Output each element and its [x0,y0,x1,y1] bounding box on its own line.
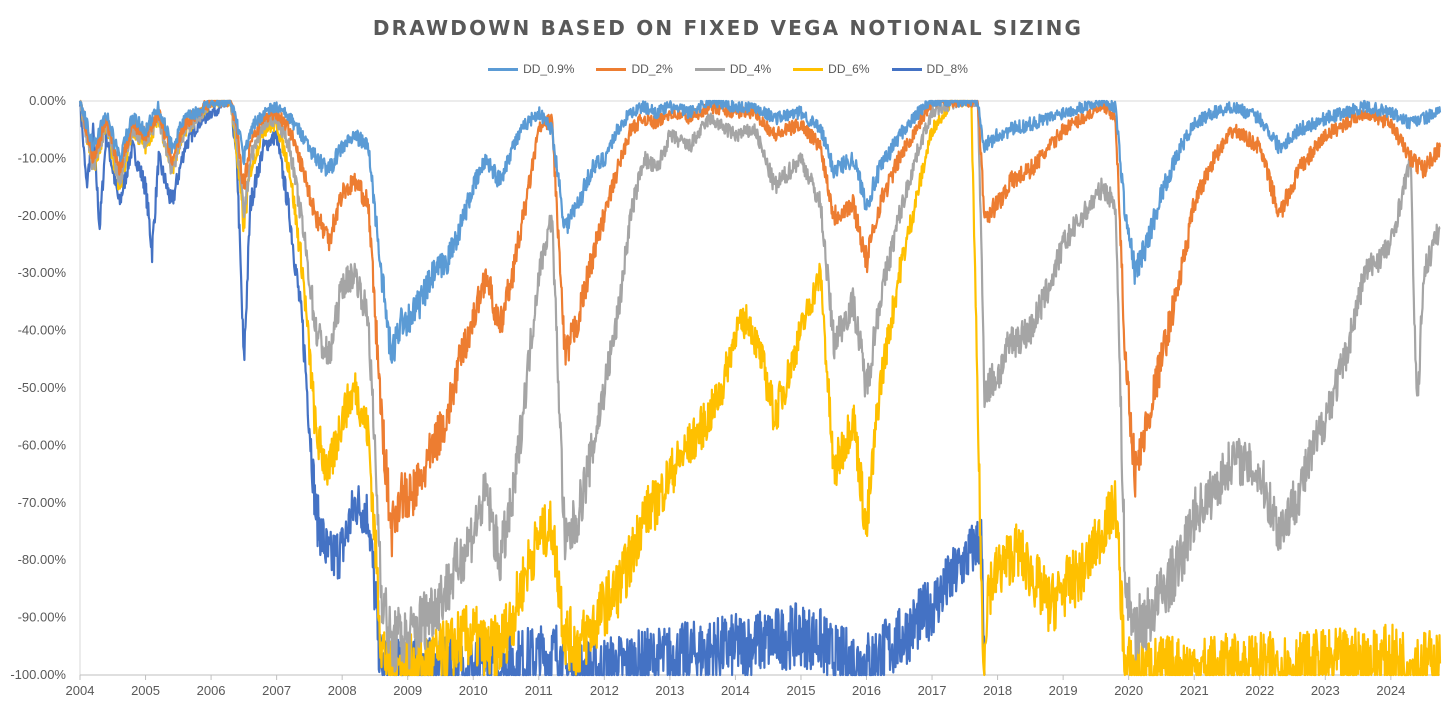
legend-swatch [891,67,922,71]
x-tick-label: 2015 [787,683,816,698]
y-tick-label: -30.00% [18,265,67,280]
x-tick-label: 2018 [983,683,1012,698]
series-line-DD_4% [78,99,1441,673]
legend: DD_0.9% DD_2% DD_4% DD_6% DD_8% [0,62,1456,76]
series-line-DD_8% [78,99,986,677]
x-tick-label: 2022 [1245,683,1274,698]
legend-label: DD_4% [729,62,772,76]
y-tick-label: -80.00% [18,552,67,567]
x-tick-label: 2023 [1311,683,1340,698]
x-tick-label: 2011 [525,683,553,698]
x-tick-label: 2024 [1376,683,1405,698]
y-tick-label: -50.00% [18,380,67,395]
x-tick-label: 2007 [262,683,291,698]
axes: 0.00% -10.00% -20.00% -30.00% -40.00% -50.00%… [10,93,1440,698]
y-tick-label: -70.00% [18,495,67,510]
y-tick-label: -40.00% [18,323,67,338]
x-tick-label: 2009 [393,683,422,698]
x-tick-label: 2006 [197,683,226,698]
legend-label: DD_2% [631,62,673,76]
y-tick-label: -100.00% [10,667,66,682]
x-tick-label: 2008 [328,683,357,698]
x-tick-label: 2010 [459,683,488,698]
x-tick-label: 2017 [918,683,947,698]
y-tick-label: -90.00% [18,610,67,625]
y-tick-label: -20.00% [18,208,67,223]
x-tick-label: 2020 [1114,683,1143,698]
legend-label: DD_8% [926,62,968,76]
x-tick-label: 2004 [66,683,95,698]
chart-title: DRAWDOWN BASED ON FIXED VEGA NOTIONAL SI… [372,16,1084,40]
legend-swatch [596,67,627,71]
y-tick-label: 0.00% [29,93,66,108]
y-tick-label: -10.00% [18,150,67,165]
y-tick-label: -60.00% [18,437,67,452]
x-tick-label: 2005 [131,683,160,698]
legend-swatch [793,67,824,71]
x-tick-label: 2021 [1180,683,1209,698]
x-tick-label: 2019 [1049,683,1078,698]
legend-swatch [488,67,519,71]
legend-swatch [694,67,725,71]
x-tick-label: 2014 [721,683,750,698]
series-layer [78,99,1442,677]
legend-label: DD_0.9% [523,62,575,76]
legend-label: DD_6% [828,62,870,76]
x-tick-label: 2016 [852,683,881,698]
x-tick-label: 2013 [655,683,684,698]
legend-item: DD_6% [793,62,870,76]
legend-item: DD_8% [891,62,968,76]
series-line-DD_6% [79,99,1442,677]
legend-item: DD_4% [694,62,772,76]
x-tick-label: 2012 [590,683,619,698]
series-line-DD_0.9% [78,99,1442,364]
legend-item: DD_2% [596,62,673,76]
legend-item: DD_0.9% [488,62,574,76]
series-line-DD_2% [78,99,1442,558]
